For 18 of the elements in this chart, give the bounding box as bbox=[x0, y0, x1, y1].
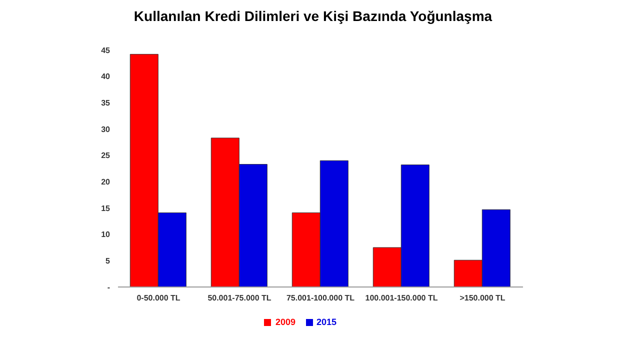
x-tick-label: >150.000 TL bbox=[460, 294, 506, 303]
legend-label: 2009 bbox=[275, 317, 296, 327]
y-tick-label: 10 bbox=[101, 230, 111, 240]
y-tick-label: 40 bbox=[101, 72, 111, 82]
y-tick-label: 20 bbox=[101, 178, 111, 187]
x-tick-label: 100.001-150.000 TL bbox=[365, 294, 438, 303]
x-tick-label: 75.001-100.000 TL bbox=[286, 294, 355, 303]
y-tick-label: 45 bbox=[101, 46, 111, 55]
y-tick-label: 35 bbox=[101, 98, 111, 108]
y-tick-label: 15 bbox=[101, 204, 111, 213]
chart-title: Kullanılan Kredi Dilimleri ve Kişi Bazında Yoğunlaşma bbox=[132, 8, 494, 26]
x-tick-label: 0-50.000 TL bbox=[136, 294, 180, 303]
y-tick-label: - bbox=[107, 282, 110, 292]
y-tick-label: 5 bbox=[106, 256, 111, 266]
y-tick-label: 25 bbox=[101, 151, 111, 160]
legend-label: 2015 bbox=[316, 317, 337, 327]
x-tick-label: 50.001-75.000 TL bbox=[208, 294, 272, 303]
y-tick-label: 30 bbox=[101, 124, 111, 134]
